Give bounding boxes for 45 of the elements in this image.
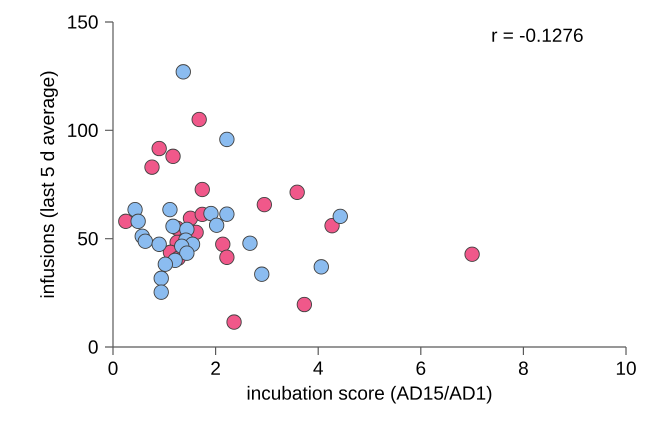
point — [162, 202, 178, 218]
point — [138, 234, 153, 249]
annotation: r = -0.1276 — [492, 28, 583, 42]
point — [219, 250, 235, 265]
point — [296, 296, 312, 312]
x-tick-label: 4 — [313, 362, 323, 375]
y-tick-label: 50 — [78, 232, 98, 246]
y-tick-label: 150 — [68, 15, 98, 29]
point — [154, 270, 169, 286]
point — [219, 206, 235, 222]
point — [242, 236, 258, 251]
point — [144, 160, 160, 175]
point — [118, 214, 134, 229]
point — [194, 182, 210, 198]
x-tick-label: 6 — [416, 362, 426, 375]
y-tick-label: 0 — [88, 340, 98, 354]
x-tick-label: 0 — [108, 362, 118, 375]
point — [165, 218, 181, 234]
point — [154, 284, 169, 300]
point — [219, 132, 235, 148]
point — [192, 112, 207, 128]
point — [314, 259, 329, 274]
point — [226, 314, 242, 330]
point — [203, 206, 219, 222]
point — [176, 64, 191, 80]
point — [215, 236, 230, 252]
y-axis-title: infusions (last 5 d average) — [40, 72, 58, 298]
point — [324, 218, 340, 234]
point — [208, 218, 224, 233]
x-tick-label: 8 — [518, 362, 528, 375]
point — [152, 140, 167, 156]
point — [165, 148, 181, 164]
y-tick-label: 100 — [68, 124, 98, 138]
point — [158, 256, 173, 272]
x-axis-title: incubation score (AD15/AD1) — [248, 386, 492, 404]
point — [254, 266, 270, 282]
point — [256, 197, 272, 212]
point — [290, 184, 305, 200]
point — [130, 214, 146, 229]
x-tick-label: 2 — [211, 362, 220, 375]
point — [152, 236, 167, 252]
x-tick-label: 10 — [616, 362, 636, 375]
point — [332, 208, 348, 224]
point — [179, 246, 195, 261]
point — [464, 246, 480, 262]
